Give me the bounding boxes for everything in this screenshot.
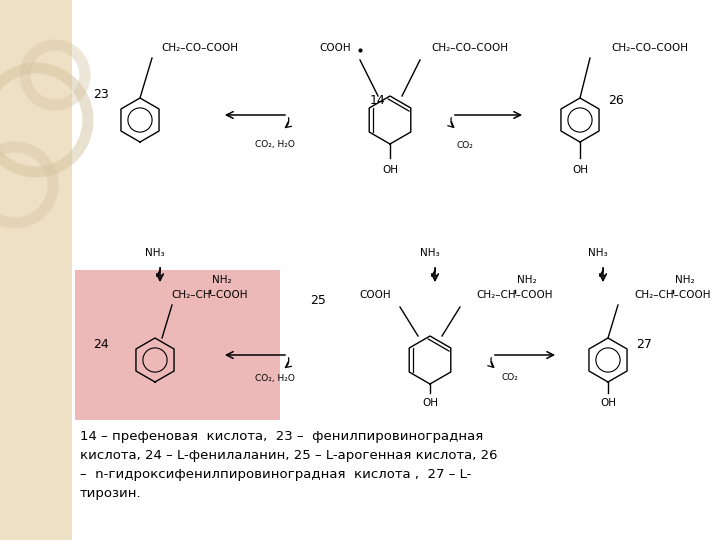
Text: тирозин.: тирозин.	[80, 487, 142, 500]
Text: NH₂: NH₂	[675, 275, 695, 285]
Text: NH₃: NH₃	[588, 248, 608, 258]
Text: CH₂–CO–COOH: CH₂–CO–COOH	[431, 43, 508, 53]
Text: NH₂: NH₂	[212, 275, 232, 285]
Text: 14 – префеновая  кислота,  23 –  фенилпировиноградная: 14 – префеновая кислота, 23 – фенилпиров…	[80, 430, 483, 443]
Text: CH₂–CO–COOH: CH₂–CO–COOH	[161, 43, 238, 53]
Text: CH₂–CO–COOH: CH₂–CO–COOH	[611, 43, 688, 53]
Text: COOH: COOH	[319, 43, 351, 53]
Text: NH₃: NH₃	[420, 248, 440, 258]
Text: CH₂–CH–COOH: CH₂–CH–COOH	[635, 290, 711, 300]
Text: CO₂: CO₂	[456, 140, 474, 150]
Text: OH: OH	[382, 165, 398, 175]
Text: 25: 25	[310, 294, 326, 307]
Text: COOH: COOH	[359, 290, 391, 300]
Text: CO₂: CO₂	[502, 374, 518, 382]
Text: CO₂, H₂O: CO₂, H₂O	[255, 140, 295, 150]
FancyBboxPatch shape	[0, 0, 72, 540]
Text: 26: 26	[608, 93, 624, 106]
Text: CH₂–CH–COOH: CH₂–CH–COOH	[172, 290, 248, 300]
Text: OH: OH	[422, 398, 438, 408]
Text: OH: OH	[572, 165, 588, 175]
Text: NH₂: NH₂	[517, 275, 537, 285]
Text: –  n-гидроксифенилпировиноградная  кислота ,  27 – L-: – n-гидроксифенилпировиноградная кислота…	[80, 468, 472, 481]
Text: NH₃: NH₃	[145, 248, 165, 258]
Text: CH₂–CH–COOH: CH₂–CH–COOH	[477, 290, 553, 300]
Text: 27: 27	[636, 339, 652, 352]
Text: кислота, 24 – L-фенилаланин, 25 – L-арогенная кислота, 26: кислота, 24 – L-фенилаланин, 25 – L-арог…	[80, 449, 498, 462]
Text: 14: 14	[370, 93, 386, 106]
Text: CO₂, H₂O: CO₂, H₂O	[255, 374, 295, 382]
FancyBboxPatch shape	[75, 270, 280, 420]
Text: 23: 23	[93, 89, 109, 102]
Text: OH: OH	[600, 398, 616, 408]
Text: 24: 24	[93, 339, 109, 352]
